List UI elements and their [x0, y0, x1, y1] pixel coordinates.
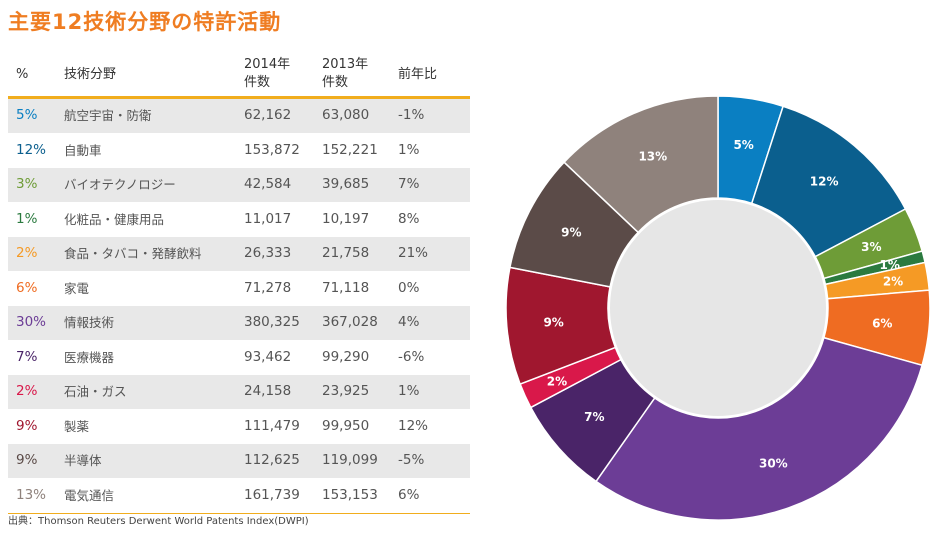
- pct-cell: 9%: [16, 452, 38, 468]
- slice-label: 9%: [561, 225, 581, 239]
- donut-slice: [594, 336, 924, 521]
- table-row: 12% 自動車 153,872 152,221 1%: [8, 134, 470, 168]
- count-2013-cell: 367,028: [322, 314, 378, 330]
- pct-cell: 5%: [16, 107, 38, 123]
- change-cell: 21%: [398, 245, 429, 261]
- count-2013-cell: 71,118: [322, 279, 370, 296]
- table-header: % 技術分野 2014年 件数 2013年 件数 前年比: [8, 52, 470, 99]
- field-cell: 航空宇宙・防衛: [64, 108, 152, 123]
- count-2013-cell: 10,197: [322, 210, 370, 227]
- field-cell: 半導体: [64, 453, 102, 468]
- field-cell: 電気通信: [64, 487, 115, 503]
- pct-cell: 6%: [16, 279, 38, 296]
- header-field: 技術分野: [64, 67, 117, 82]
- slice-label: 7%: [584, 410, 604, 424]
- count-2014-cell: 62,162: [244, 107, 292, 123]
- slice-label: 5%: [733, 138, 753, 152]
- slice-label: 6%: [872, 317, 892, 331]
- table-row: 6% 家電 71,278 71,118 0%: [8, 272, 470, 306]
- slice-label: 30%: [759, 456, 788, 470]
- field-cell: 石油・ガス: [64, 384, 127, 399]
- source-note: 出典：Thomson Reuters Derwent World Patents…: [8, 516, 309, 527]
- table-row: 9% 製薬 111,479 99,950 12%: [8, 410, 470, 444]
- field-cell: 医療機器: [64, 349, 115, 365]
- table-row: 2% 食品・タバコ・発酵飲料 26,333 21,758 21%: [8, 237, 470, 272]
- patent-table: % 技術分野 2014年 件数 2013年 件数 前年比 5% 航空宇宙・防衛 62…: [8, 52, 470, 514]
- count-2013-cell: 99,950: [322, 417, 370, 434]
- change-cell: 1%: [398, 141, 420, 158]
- count-2014-cell: 112,625: [244, 452, 300, 468]
- slice-label: 2%: [547, 374, 567, 388]
- table-row: 2% 石油・ガス 24,158 23,925 1%: [8, 375, 470, 410]
- count-2014-cell: 161,739: [244, 486, 300, 503]
- pct-cell: 2%: [16, 383, 38, 399]
- change-cell: 12%: [398, 417, 429, 434]
- table-body: 5% 航空宇宙・防衛 62,162 63,080 -1% 12% 自動車 153,872 152…: [8, 99, 470, 513]
- change-cell: 8%: [398, 210, 420, 227]
- count-2013-cell: 152,221: [322, 141, 378, 158]
- table-row: 1% 化粧品・健康用品 11,017 10,197 8%: [8, 203, 470, 237]
- count-2014-cell: 26,333: [244, 245, 292, 261]
- count-2013-cell: 153,153: [322, 486, 378, 503]
- count-2014-cell: 71,278: [244, 279, 292, 296]
- pct-cell: 12%: [16, 141, 47, 158]
- header-change: 前年比: [398, 67, 438, 82]
- table-row: 30% 情報技術 380,325 367,028 4%: [8, 306, 470, 341]
- table-bottom-rule: [8, 513, 470, 514]
- change-cell: 7%: [398, 176, 420, 192]
- change-cell: 4%: [398, 314, 420, 330]
- count-2013-cell: 39,685: [322, 176, 370, 192]
- table-row: 13% 電気通信 161,739 153,153 6%: [8, 479, 470, 513]
- count-2014-cell: 111,479: [244, 417, 300, 434]
- table-row: 3% バイオテクノロジー 42,584 39,685 7%: [8, 168, 470, 203]
- page-title: 主要12技術分野の特許活動: [8, 10, 282, 34]
- count-2013-cell: 99,290: [322, 348, 370, 365]
- count-2014-cell: 11,017: [244, 210, 292, 227]
- pct-cell: 7%: [16, 348, 38, 365]
- pct-cell: 30%: [16, 314, 47, 330]
- change-cell: -1%: [398, 107, 425, 123]
- count-2013-cell: 63,080: [322, 107, 370, 123]
- donut-hole: [610, 200, 826, 416]
- count-2014-cell: 93,462: [244, 348, 292, 365]
- field-cell: 自動車: [64, 142, 102, 158]
- count-2014-cell: 42,584: [244, 176, 292, 192]
- header-2013: 2013年 件数: [322, 57, 369, 90]
- change-cell: -6%: [398, 348, 425, 365]
- change-cell: 6%: [398, 486, 420, 503]
- table-row: 9% 半導体 112,625 119,099 -5%: [8, 444, 470, 479]
- field-cell: 家電: [64, 280, 90, 296]
- pct-cell: 9%: [16, 417, 38, 434]
- count-2013-cell: 21,758: [322, 245, 370, 261]
- count-2013-cell: 23,925: [322, 383, 370, 399]
- slice-label: 13%: [638, 149, 667, 163]
- count-2014-cell: 380,325: [244, 314, 300, 330]
- count-2013-cell: 119,099: [322, 452, 378, 468]
- table-row: 5% 航空宇宙・防衛 62,162 63,080 -1%: [8, 99, 470, 134]
- slice-label: 9%: [543, 315, 563, 329]
- header-pct: %: [16, 67, 29, 82]
- field-cell: 製薬: [64, 418, 90, 434]
- field-cell: 食品・タバコ・発酵飲料: [64, 246, 202, 261]
- pct-cell: 1%: [16, 210, 38, 227]
- pct-cell: 3%: [16, 176, 38, 192]
- pct-cell: 2%: [16, 245, 38, 261]
- change-cell: -5%: [398, 452, 425, 468]
- slice-label: 3%: [861, 240, 881, 254]
- header-2014: 2014年 件数: [244, 57, 291, 90]
- donut-chart: 5%12%3%1%2%6%30%7%2%9%9%13%: [505, 95, 931, 521]
- change-cell: 0%: [398, 279, 420, 296]
- table-row: 7% 医療機器 93,462 99,290 -6%: [8, 341, 470, 375]
- donut-slice: [563, 95, 719, 234]
- field-cell: 情報技術: [64, 315, 115, 330]
- field-cell: 化粧品・健康用品: [64, 211, 165, 227]
- slice-label: 2%: [883, 274, 903, 288]
- count-2014-cell: 24,158: [244, 383, 292, 399]
- change-cell: 1%: [398, 383, 420, 399]
- pct-cell: 13%: [16, 486, 47, 503]
- field-cell: バイオテクノロジー: [64, 177, 176, 192]
- slice-label: 12%: [810, 175, 839, 189]
- count-2014-cell: 153,872: [244, 141, 300, 158]
